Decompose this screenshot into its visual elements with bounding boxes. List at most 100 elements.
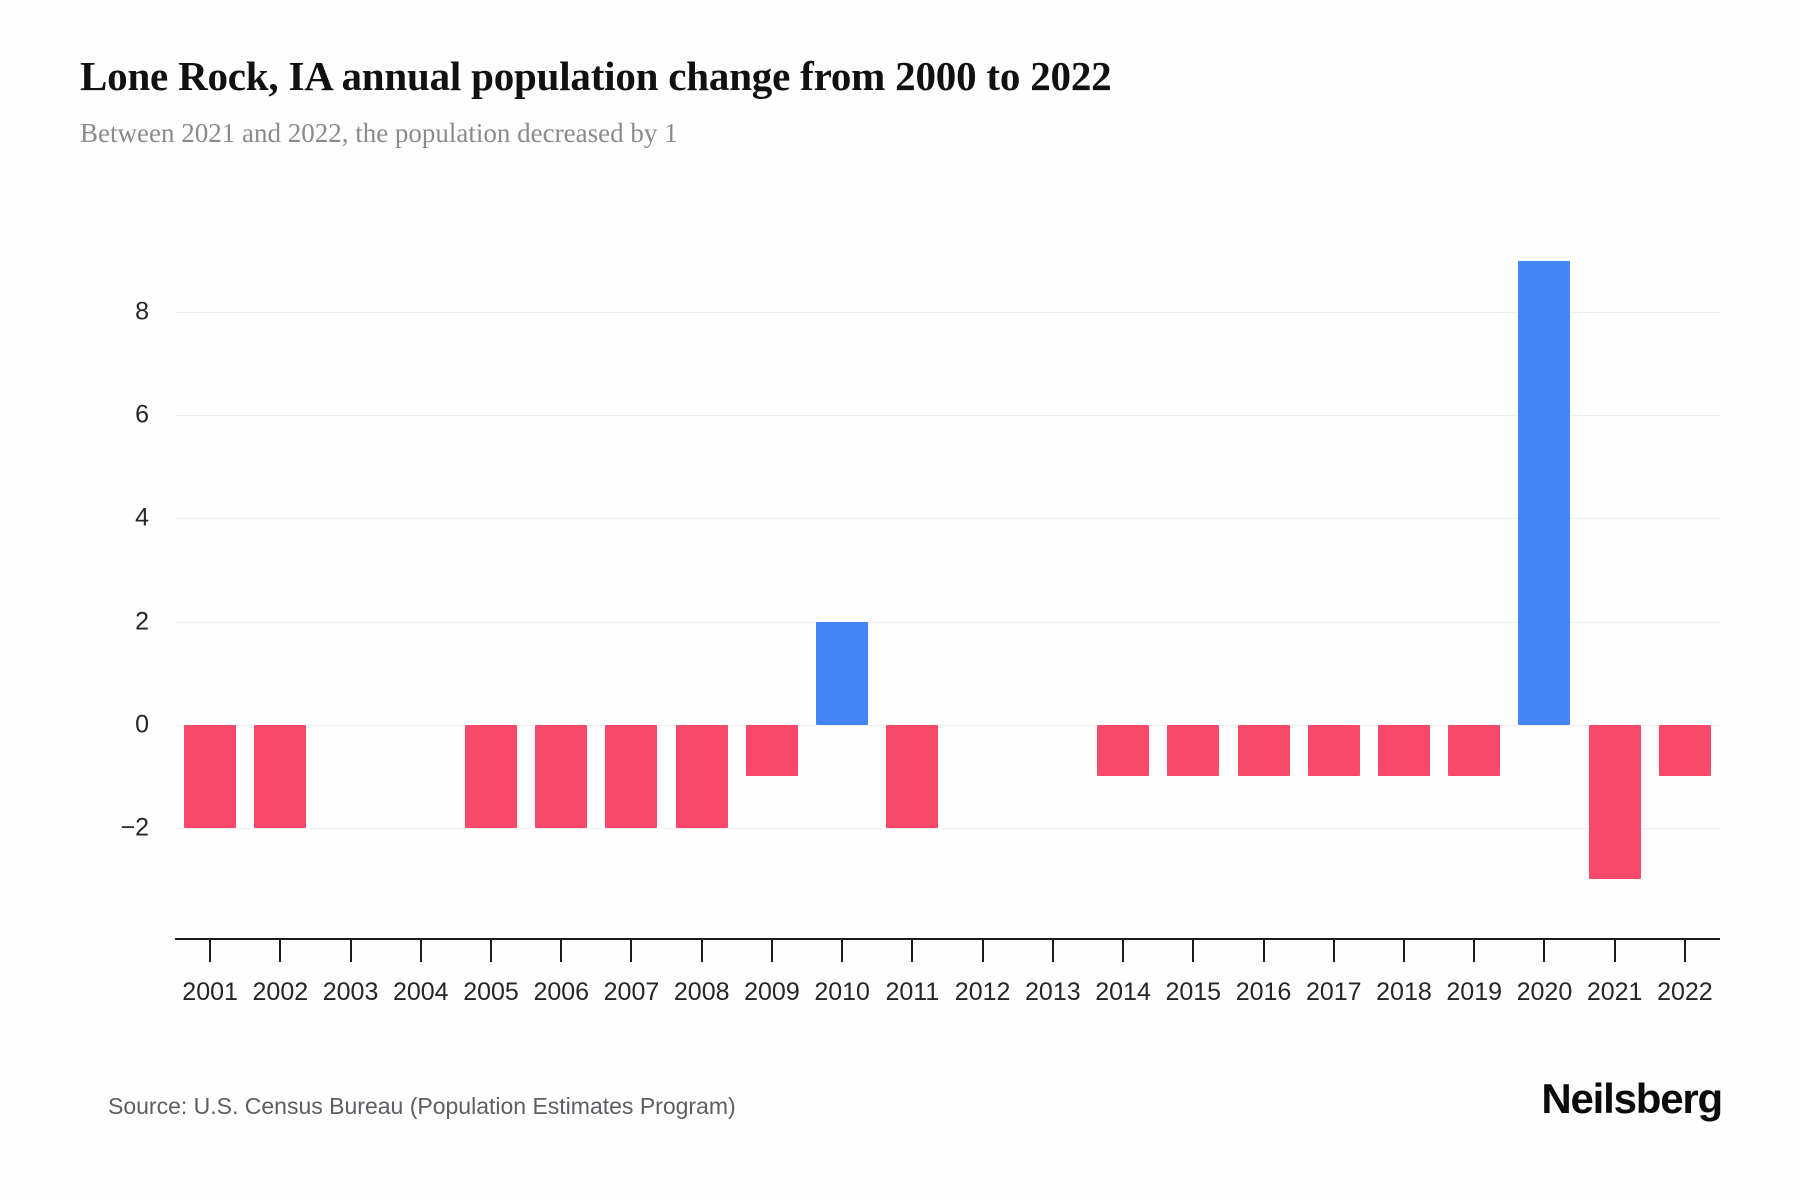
bar-slot: [737, 230, 807, 910]
page-title: Lone Rock, IA annual population change f…: [80, 53, 1112, 99]
bar-2016[interactable]: [1237, 724, 1290, 777]
x-axis-tick: [560, 940, 563, 962]
bar-slot: [1580, 230, 1650, 910]
bar-slot: [596, 230, 666, 910]
bar-2021[interactable]: [1588, 724, 1641, 880]
y-axis-tick-label: 4: [135, 503, 149, 532]
x-axis-tick-label: 2016: [1235, 978, 1292, 1006]
bar-2009[interactable]: [745, 724, 798, 777]
gridline: [175, 518, 1720, 520]
x-axis-tick-label: 2021: [1586, 978, 1643, 1006]
x-axis-tick: [1683, 940, 1686, 962]
bar-slot: [386, 230, 456, 910]
x-axis-tick: [1332, 940, 1335, 962]
bar-slot: [315, 230, 385, 910]
x-axis-tick-label: 2015: [1165, 978, 1222, 1006]
x-axis-tick-label: 2006: [533, 978, 590, 1006]
bar-2001[interactable]: [184, 724, 237, 828]
x-axis-tick: [1543, 940, 1546, 962]
bar-slot: [1509, 230, 1579, 910]
bar-2007[interactable]: [605, 724, 658, 828]
bar-slot: [1299, 230, 1369, 910]
x-axis-tick-label: 2010: [814, 978, 870, 1006]
bar-slot: [456, 230, 526, 910]
x-axis-tick: [1262, 940, 1265, 962]
x-axis-tick: [279, 940, 282, 962]
bar-slot: [526, 230, 596, 910]
x-axis-tick: [1473, 940, 1476, 962]
x-axis-tick: [1122, 940, 1125, 962]
x-axis-tick-label: 2018: [1376, 978, 1432, 1006]
gridline: [175, 621, 1720, 623]
bar-slot: [1439, 230, 1509, 910]
gridline: [175, 415, 1720, 417]
y-axis-tick-label: −2: [120, 813, 149, 842]
x-axis-tick-label: 2013: [1025, 978, 1081, 1006]
x-axis-tick-label: 2017: [1305, 978, 1362, 1006]
bar-2018[interactable]: [1377, 724, 1430, 777]
x-axis-tick-label: 2012: [954, 978, 1011, 1006]
bar-slot: [1650, 230, 1720, 910]
brand-logo: Neilsberg: [1541, 1075, 1723, 1122]
source-note: Source: U.S. Census Bureau (Population E…: [108, 1093, 736, 1119]
plot-canvas: 8 6 4 2 0 −2: [120, 230, 1720, 910]
x-axis-tick-label: 2019: [1446, 978, 1503, 1006]
x-axis-tick-label: 2008: [673, 978, 730, 1006]
bar-2014[interactable]: [1097, 724, 1150, 777]
x-axis-tick-label: 2009: [744, 978, 800, 1006]
gridline: [175, 827, 1720, 829]
x-axis-tick: [349, 940, 352, 962]
x-axis-tick-label: 2014: [1095, 978, 1151, 1006]
x-axis-tick-label: 2003: [322, 978, 379, 1006]
gridline: [175, 724, 1720, 726]
x-axis-tick: [1051, 940, 1054, 962]
bar-2010[interactable]: [816, 621, 869, 725]
bar-2002[interactable]: [254, 724, 307, 828]
x-axis-line: [175, 938, 1720, 940]
x-axis-tick-label: 2002: [252, 978, 309, 1006]
x-axis-tick: [1192, 940, 1195, 962]
bar-slot: [175, 230, 245, 910]
bar-slot: [1158, 230, 1228, 910]
y-axis-tick-label: 0: [135, 710, 149, 739]
gridline: [175, 312, 1720, 314]
x-axis-tick-label: 2004: [392, 978, 449, 1006]
bars-group: [175, 230, 1720, 910]
bar-slot: [807, 230, 877, 910]
x-axis-tick-label: 2005: [463, 978, 519, 1006]
bar-slot: [877, 230, 947, 910]
bar-2006[interactable]: [535, 724, 588, 828]
x-axis-tick-label: 2011: [885, 978, 940, 1006]
bar-slot: [1228, 230, 1298, 910]
x-axis-tick: [630, 940, 633, 962]
y-axis-tick-label: 6: [135, 400, 149, 429]
bar-slot: [1018, 230, 1088, 910]
bar-2019[interactable]: [1448, 724, 1501, 777]
x-axis-tick-label: 2007: [603, 978, 660, 1006]
bar-2008[interactable]: [675, 724, 728, 828]
bar-2011[interactable]: [886, 724, 939, 828]
bar-2020[interactable]: [1518, 260, 1571, 725]
bar-2017[interactable]: [1307, 724, 1360, 777]
bar-2022[interactable]: [1658, 724, 1711, 777]
chart-header: Lone Rock, IA annual population change f…: [80, 52, 1720, 150]
x-axis-tick: [1402, 940, 1405, 962]
x-axis-tick: [700, 940, 703, 962]
bar-2005[interactable]: [465, 724, 518, 828]
chart-subtitle: Between 2021 and 2022, the population de…: [80, 118, 678, 149]
bar-2015[interactable]: [1167, 724, 1220, 777]
x-axis-tick-label: 2020: [1516, 978, 1573, 1006]
y-axis-tick-label: 8: [135, 297, 149, 326]
bar-slot: [1369, 230, 1439, 910]
x-axis-tick: [490, 940, 493, 962]
x-axis-tick-label: 2001: [182, 978, 238, 1006]
x-axis-tick: [1613, 940, 1616, 962]
x-axis-tick-label: 2022: [1657, 978, 1713, 1006]
bar-slot: [948, 230, 1018, 910]
x-axis-tick: [209, 940, 212, 962]
x-axis-tick: [419, 940, 422, 962]
x-axis-tick: [770, 940, 773, 962]
y-axis-tick-label: 2: [135, 607, 149, 635]
